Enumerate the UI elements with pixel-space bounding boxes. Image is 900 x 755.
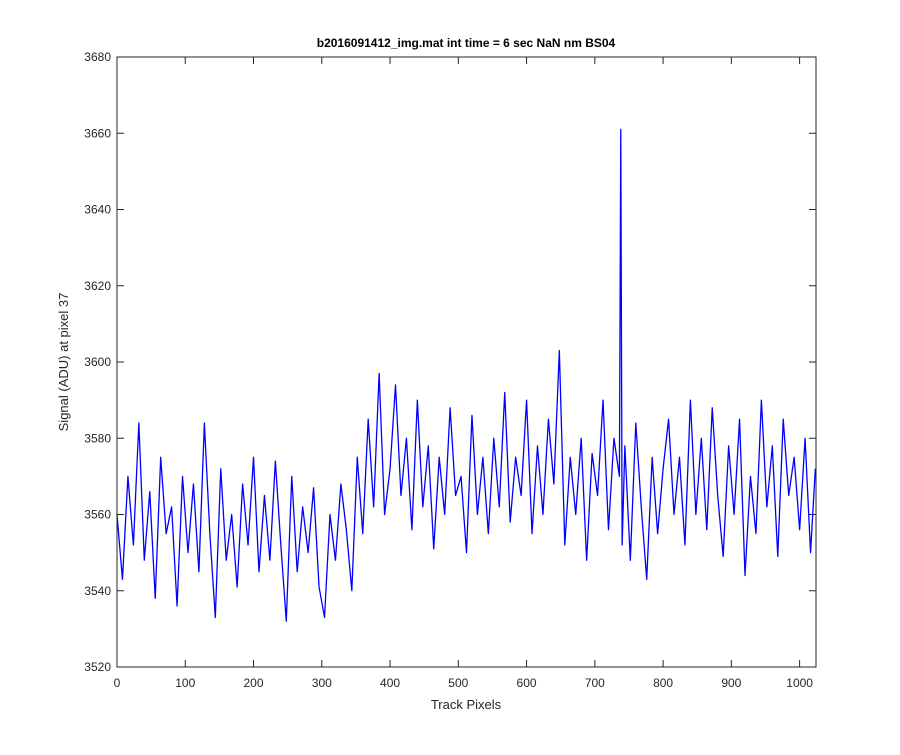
y-tick-label: 3660 — [84, 126, 111, 140]
x-tick-label: 700 — [585, 676, 605, 690]
x-tick-label: 0 — [114, 676, 121, 690]
x-tick-label: 800 — [653, 676, 673, 690]
x-axis-label: Track Pixels — [431, 697, 502, 712]
x-tick-label: 600 — [517, 676, 537, 690]
axes-box — [116, 56, 817, 668]
y-tick-label: 3680 — [84, 50, 111, 64]
y-tick-label: 3520 — [84, 660, 111, 674]
x-tick-label: 400 — [380, 676, 400, 690]
x-tick-label: 900 — [721, 676, 741, 690]
x-tick-label: 200 — [244, 676, 264, 690]
x-tick-label: 1000 — [786, 676, 813, 690]
y-tick-label: 3620 — [84, 279, 111, 293]
y-tick-label: 3600 — [84, 355, 111, 369]
x-tick-label: 500 — [448, 676, 468, 690]
y-tick-label: 3580 — [84, 431, 111, 445]
x-tick-label: 100 — [175, 676, 195, 690]
y-axis-label: Signal (ADU) at pixel 37 — [56, 293, 71, 432]
y-tick-label: 3560 — [84, 508, 111, 522]
y-tick-label: 3640 — [84, 203, 111, 217]
y-tick-label: 3540 — [84, 584, 111, 598]
data-line — [116, 128, 816, 622]
chart-title: b2016091412_img.mat int time = 6 sec NaN… — [317, 36, 616, 50]
x-tick-label: 300 — [312, 676, 332, 690]
